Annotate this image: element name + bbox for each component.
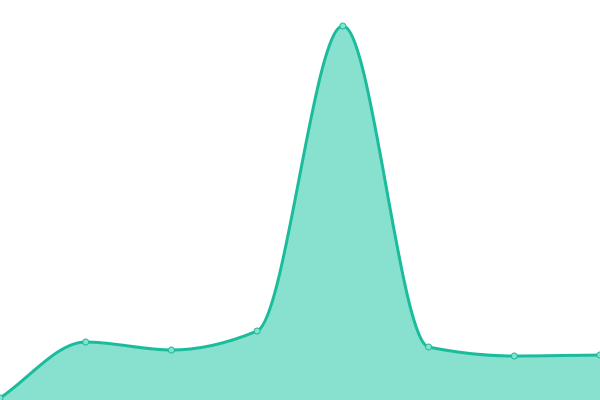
data-point [425,343,433,351]
area-fill [0,26,600,400]
data-point [253,327,261,335]
data-points [0,22,600,400]
data-point [167,346,175,354]
data-point [0,394,4,400]
data-point [596,351,600,359]
data-point [82,338,90,346]
series-line [0,24,600,400]
data-point [339,22,347,30]
data-point [510,352,518,360]
